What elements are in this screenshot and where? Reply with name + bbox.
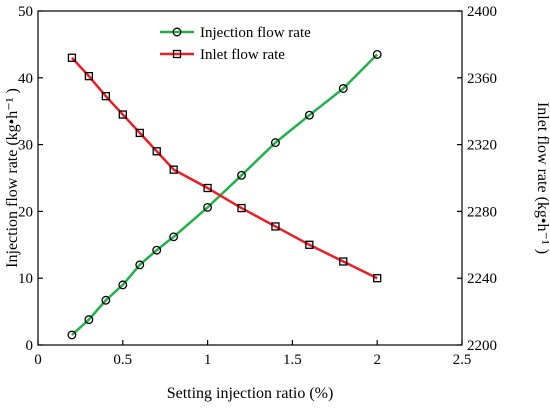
right-tick-label: 2240 (467, 271, 497, 287)
legend-item-injection: Injection flow rate (160, 25, 311, 41)
data-point-square (237, 203, 246, 213)
right-tick-label: 2320 (467, 138, 497, 154)
data-point-square (339, 257, 348, 266)
left-tick-label: 0 (26, 338, 34, 354)
data-point-circle (203, 202, 213, 212)
series-inlet (67, 53, 382, 283)
data-point-circle (101, 295, 111, 305)
series-line (71, 56, 378, 280)
data-point-square (152, 147, 161, 156)
data-point-circle (152, 245, 162, 255)
x-axis-label: Setting injection ratio (%) (167, 385, 334, 402)
data-point-square (84, 71, 94, 81)
plot-frame (37, 10, 463, 346)
left-tick-label: 40 (18, 71, 33, 87)
left-tick-label: 20 (18, 204, 33, 220)
data-point-circle (169, 232, 179, 242)
data-point-square (305, 240, 314, 249)
x-tick-label: 2 (373, 352, 381, 368)
legend-label-inlet: Inlet flow rate (200, 47, 285, 63)
series-line (71, 53, 379, 336)
right-tick-label: 2360 (467, 71, 497, 87)
data-point-circle (84, 315, 94, 325)
legend: Injection flow rate Inlet flow rate (160, 25, 311, 63)
right-tick-label: 2280 (467, 204, 497, 220)
data-point-circle (270, 138, 280, 148)
right-tick-label: 2400 (467, 4, 497, 20)
left-tick-label: 50 (18, 4, 33, 20)
x-axis-ticks: 0 0.5 1 1.5 2 2.5 (34, 340, 471, 368)
series-injection (67, 49, 382, 340)
axes (37, 10, 463, 346)
right-tick-label: 2200 (467, 338, 497, 354)
legend-label-injection: Injection flow rate (200, 25, 311, 41)
data-point-circle (372, 49, 382, 59)
left-axis-ticks: 0 10 20 30 40 50 (18, 4, 43, 354)
data-point-circle (67, 330, 77, 340)
legend-item-inlet: Inlet flow rate (160, 47, 285, 63)
legend-marker-square-icon (172, 49, 182, 59)
data-point-square (169, 165, 178, 174)
x-tick-label: 1 (204, 352, 212, 368)
left-tick-label: 10 (18, 271, 33, 287)
x-tick-label: 0.5 (113, 352, 132, 368)
data-point-circle (118, 280, 128, 290)
right-axis-label: Inlet flow rate (kg•h⁻¹ ) (534, 102, 550, 254)
data-point-circle (304, 110, 314, 120)
legend-marker-circle-icon (172, 27, 182, 37)
data-point-square (135, 128, 144, 138)
data-point-square (271, 222, 280, 231)
x-tick-label: 0 (34, 352, 42, 368)
series-layer (67, 49, 382, 340)
data-point-square (101, 92, 110, 101)
data-point-circle (237, 170, 246, 180)
data-point-square (67, 53, 77, 62)
data-point-square (118, 110, 127, 119)
data-point-square (373, 274, 382, 283)
x-tick-label: 1.5 (283, 352, 302, 368)
data-point-circle (338, 84, 348, 93)
left-tick-label: 30 (18, 138, 33, 154)
data-point-square (203, 183, 212, 193)
data-point-circle (135, 260, 145, 270)
x-tick-label: 2.5 (453, 352, 472, 368)
right-axis-ticks: 2200 2240 2280 2320 2360 2400 (457, 4, 497, 354)
left-axis-label: Injection flow rate (kg•h⁻¹ ) (4, 88, 21, 268)
